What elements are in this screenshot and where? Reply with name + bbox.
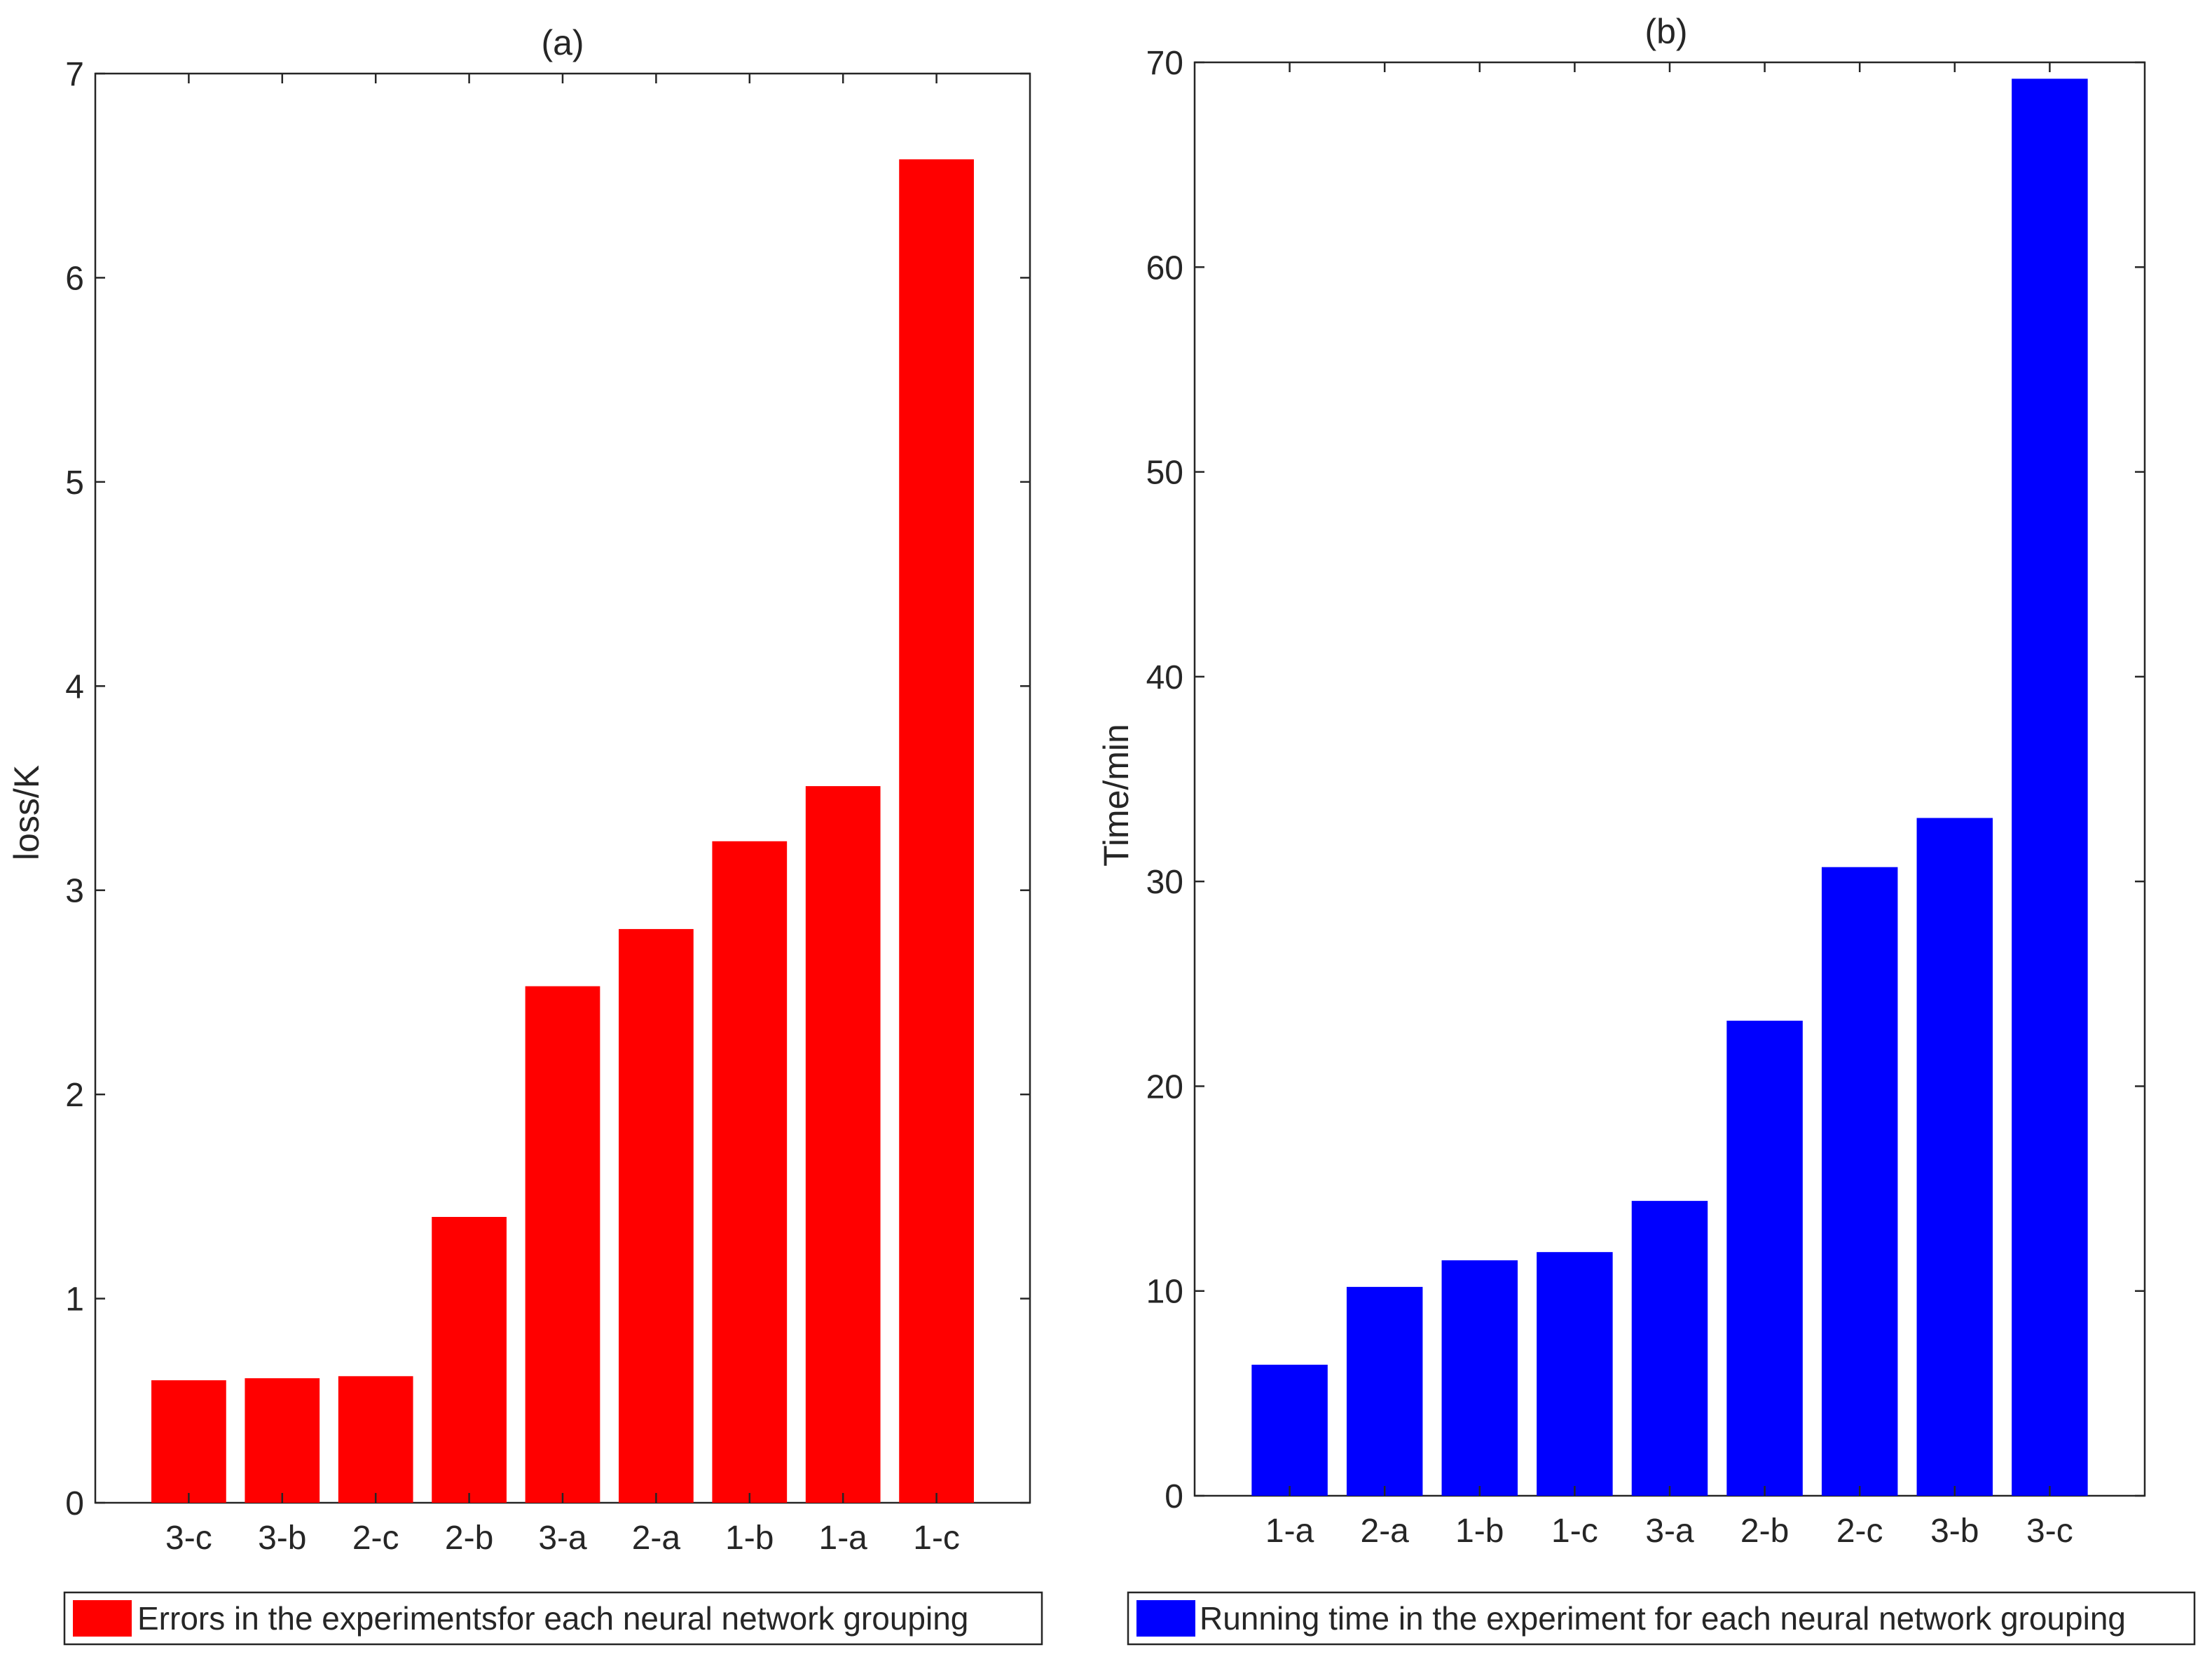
chart-a-bar-1-a: [805, 786, 881, 1503]
chart-b-xtick-label-2-a: 2-a: [1361, 1513, 1410, 1550]
chart-b-bar-3-c: [2012, 78, 2088, 1496]
chart-a-ytick-label: 6: [65, 260, 84, 297]
chart-a-bar-2-b: [432, 1217, 507, 1503]
chart-a-ytick-label: 7: [65, 56, 84, 93]
chart-a-legend-box: [63, 1591, 1043, 1646]
chart-a-bar-3-b: [245, 1378, 320, 1503]
chart-b-xtick-label-3-b: 3-b: [1930, 1513, 1979, 1550]
chart-b-bar-1-c: [1537, 1252, 1613, 1496]
chart-a-ytick-label: 1: [65, 1281, 84, 1319]
chart-b-bar-3-a: [1631, 1201, 1708, 1496]
chart-b-ytick-label: 20: [1146, 1068, 1183, 1106]
chart-a-xtick-label-3-a: 3-a: [538, 1520, 587, 1557]
chart-b-xtick-label-3-c: 3-c: [2026, 1513, 2073, 1550]
chart-a-bar-1-b: [712, 841, 788, 1503]
chart-b-legend-swatch: [1136, 1600, 1195, 1637]
chart-b-xtick-label-3-a: 3-a: [1645, 1513, 1694, 1550]
chart-b-bar-1-a: [1251, 1364, 1328, 1496]
chart-a-xtick-label-1-c: 1-c: [913, 1520, 960, 1557]
chart-b-title: (b): [1644, 12, 1687, 51]
chart-b-ytick-label: 30: [1146, 864, 1183, 901]
chart-a-ytick-label: 5: [65, 464, 84, 502]
chart-b-ytick-label: 40: [1146, 659, 1183, 696]
chart-a-xtick-label-2-b: 2-b: [445, 1520, 493, 1557]
chart-b-legend: Running time in the experiment for each …: [1127, 1591, 2196, 1646]
chart-b-bar-2-a: [1346, 1286, 1423, 1496]
chart-a-title: (a): [541, 23, 584, 62]
chart-b-bar-2-b: [1726, 1020, 1803, 1496]
chart-a-xtick-label-2-a: 2-a: [632, 1520, 681, 1557]
chart-a-y-axis: 0 1 2 3 4 5 6 7: [65, 56, 1030, 1522]
chart-a-legend-swatch: [73, 1600, 132, 1637]
chart-a-ylabel: loss/K: [7, 765, 46, 860]
chart-b-ytick-label: 50: [1146, 455, 1183, 492]
chart-b-xtick-label-1-a: 1-a: [1265, 1513, 1314, 1550]
chart-a: (a) loss/K 0 1 2 3 4 5 6 7 3-c 3-b 2-c 2-b 3-a 2-a 1-…: [7, 23, 1043, 1646]
chart-b-ytick-label: 70: [1146, 45, 1183, 82]
chart-a-ytick-label: 4: [65, 668, 84, 705]
chart-b-xtick-label-2-c: 2-c: [1836, 1513, 1883, 1550]
chart-a-bar-1-c: [899, 159, 974, 1503]
chart-b-ylabel: Time/min: [1097, 724, 1136, 867]
chart-a-xtick-label-3-c: 3-c: [165, 1520, 212, 1557]
chart-b-bar-3-b: [1916, 818, 1993, 1496]
chart-b-ytick-label: 10: [1146, 1274, 1183, 1311]
chart-a-xtick-label-1-b: 1-b: [725, 1520, 774, 1557]
chart-a-bars: [151, 159, 974, 1503]
chart-b-xtick-label-1-c: 1-c: [1551, 1513, 1598, 1550]
chart-b-ytick-label: 60: [1146, 249, 1183, 287]
chart-b-bar-1-b: [1441, 1260, 1518, 1496]
chart-b-legend-box: [1127, 1591, 2196, 1646]
chart-a-legend-label: Errors in the experimentsfor each neural…: [137, 1600, 968, 1637]
chart-b-bar-2-c: [1821, 867, 1898, 1496]
chart-a-bar-3-c: [151, 1380, 226, 1503]
chart-a-xtick-label-1-a: 1-a: [819, 1520, 868, 1557]
chart-a-x-axis: 3-c 3-b 2-c 2-b 3-a 2-a 1-b 1-a 1-c: [165, 74, 960, 1557]
chart-a-ytick-label: 2: [65, 1077, 84, 1114]
chart-a-bar-2-a: [619, 929, 694, 1503]
chart-a-xtick-label-2-c: 2-c: [352, 1520, 399, 1557]
chart-a-ytick-label: 3: [65, 873, 84, 910]
chart-a-xtick-label-3-b: 3-b: [258, 1520, 306, 1557]
chart-a-bar-2-c: [338, 1376, 413, 1503]
chart-a-ytick-label: 0: [65, 1485, 84, 1522]
chart-b-bars: [1251, 78, 2088, 1496]
chart-b-xtick-label-1-b: 1-b: [1455, 1513, 1504, 1550]
chart-a-legend: Errors in the experimentsfor each neural…: [63, 1591, 1043, 1646]
chart-a-bar-3-a: [525, 986, 600, 1503]
chart-b-ytick-label: 0: [1165, 1478, 1183, 1515]
chart-b-legend-label: Running time in the experiment for each …: [1200, 1600, 2126, 1637]
chart-b-xtick-label-2-b: 2-b: [1740, 1513, 1789, 1550]
chart-b-x-axis: 1-a 2-a 1-b 1-c 3-a 2-b 2-c 3-b 3-c: [1265, 62, 2073, 1550]
chart-b-y-axis: 0 10 20 30 40 50 60 70: [1146, 45, 2145, 1515]
